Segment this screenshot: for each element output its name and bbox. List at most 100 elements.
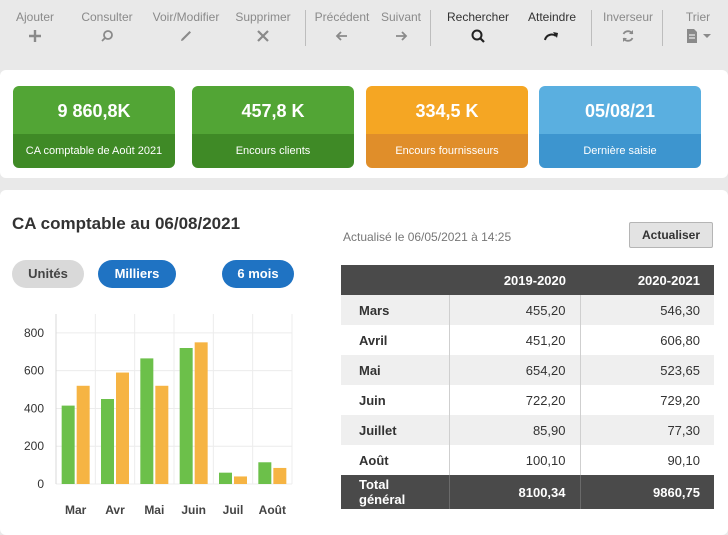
- kpi-value: 9 860,8K: [13, 86, 175, 134]
- toggle-label: Inverseur: [602, 10, 654, 24]
- table-cell: Août: [341, 445, 449, 475]
- toggle-button[interactable]: Inverseur: [598, 10, 658, 50]
- table-row: Juillet 85,90 77,30: [341, 415, 714, 445]
- toolbar-divider: [305, 10, 306, 46]
- bar: [194, 342, 208, 484]
- goto-button[interactable]: Atteindre: [520, 10, 584, 50]
- add-button[interactable]: Ajouter: [12, 10, 58, 50]
- thousands-toggle[interactable]: Milliers: [98, 260, 176, 288]
- pencil-icon: [146, 28, 226, 50]
- table-cell: 90,10: [579, 445, 714, 475]
- y-tick-label: 800: [24, 326, 44, 340]
- y-tick-label: 0: [37, 477, 44, 491]
- bar: [179, 348, 193, 484]
- bar: [258, 462, 272, 484]
- y-tick-label: 400: [24, 401, 44, 415]
- search-icon: [442, 28, 514, 50]
- bar: [219, 472, 232, 484]
- delete-button[interactable]: Supprimer: [230, 10, 296, 50]
- arrow-right-icon: [376, 28, 426, 50]
- view-label: Consulter: [81, 10, 133, 24]
- kpi-caption: CA comptable de Août 2021: [13, 134, 175, 168]
- y-tick-label: 600: [24, 364, 44, 378]
- next-label: Suivant: [380, 10, 422, 24]
- table-cell: 722,20: [448, 385, 580, 415]
- table-cell: Mars: [341, 295, 449, 325]
- table-cell: Juillet: [341, 415, 449, 445]
- table-cell: 77,30: [579, 415, 714, 445]
- revenue-bar-chart: 0 200 400 600 800 Mar Avr Mai Juin Juil Août: [24, 314, 293, 517]
- last-updated-text: Actualisé le 06/05/2021 à 14:25: [343, 230, 512, 244]
- y-tick-label: 200: [24, 439, 44, 453]
- x-tick-label: Juil: [223, 503, 244, 517]
- table-row: Août 100,10 90,10: [341, 445, 714, 475]
- table-row: Mars 455,20 546,30: [341, 295, 714, 325]
- table-cell: 451,20: [448, 325, 580, 355]
- edit-button[interactable]: Voir/Modifier: [146, 10, 226, 50]
- close-icon: [230, 28, 296, 50]
- bar: [101, 399, 114, 484]
- delete-label: Supprimer: [235, 10, 291, 24]
- kpi-panel: 9 860,8K CA comptable de Août 2021 457,8…: [0, 70, 728, 178]
- revenue-table: 2019-2020 2020-2021 Mars 455,20 546,30 A…: [341, 265, 714, 509]
- table-cell: Avril: [341, 325, 449, 355]
- search-button[interactable]: Rechercher: [442, 10, 514, 50]
- bar: [140, 358, 154, 484]
- table-cell: 85,90: [448, 415, 580, 445]
- kpi-caption: Encours clients: [192, 134, 354, 168]
- kpi-card-revenue[interactable]: 9 860,8K CA comptable de Août 2021: [13, 86, 175, 168]
- plus-icon: [12, 28, 58, 50]
- table-row: Mai 654,20 523,65: [341, 355, 714, 385]
- sort-label: Trier: [685, 10, 711, 24]
- bar: [234, 476, 247, 484]
- table-cell: 546,30: [579, 295, 714, 325]
- revenue-panel: CA comptable au 06/08/2021 Unités Millie…: [0, 190, 728, 535]
- sort-button[interactable]: Trier: [676, 10, 720, 50]
- table-cell: 455,20: [448, 295, 580, 325]
- units-toggle[interactable]: Unités: [12, 260, 84, 288]
- page-title: CA comptable au 06/08/2021: [12, 214, 241, 233]
- kpi-value: 457,8 K: [192, 86, 354, 134]
- table-cell: Total général: [341, 475, 449, 509]
- edit-label: Voir/Modifier: [152, 10, 220, 24]
- view-button[interactable]: Consulter: [76, 10, 138, 50]
- bar: [61, 405, 75, 484]
- kpi-card-supplier-balance[interactable]: 334,5 K Encours fournisseurs: [366, 86, 528, 168]
- redo-arrow-icon: [520, 28, 584, 50]
- table-cell: 8100,34: [448, 475, 580, 509]
- table-cell: 100,10: [448, 445, 580, 475]
- table-cell: 729,20: [579, 385, 714, 415]
- table-cell: 9860,75: [579, 475, 714, 509]
- goto-label: Atteindre: [527, 10, 577, 24]
- table-row: Avril 451,20 606,80: [341, 325, 714, 355]
- table-cell: 654,20: [448, 355, 580, 385]
- previous-button[interactable]: Précédent: [310, 10, 374, 50]
- magnifier-icon: [76, 28, 138, 50]
- kpi-caption: Dernière saisie: [539, 134, 701, 168]
- kpi-value: 334,5 K: [366, 86, 528, 134]
- toolbar-divider: [662, 10, 663, 46]
- kpi-caption: Encours fournisseurs: [366, 134, 528, 168]
- x-tick-label: Août: [259, 503, 286, 517]
- bar: [273, 467, 287, 484]
- previous-label: Précédent: [314, 10, 370, 24]
- table-header: [341, 265, 449, 295]
- table-cell: 606,80: [579, 325, 714, 355]
- document-dropdown-icon: [676, 28, 720, 50]
- table-total-row: Total général 8100,34 9860,75: [341, 475, 714, 509]
- x-tick-label: Mar: [65, 503, 87, 517]
- kpi-card-last-entry[interactable]: 05/08/21 Dernière saisie: [539, 86, 701, 168]
- x-tick-label: Avr: [105, 503, 125, 517]
- arrow-left-icon: [310, 28, 374, 50]
- six-months-toggle[interactable]: 6 mois: [222, 260, 294, 288]
- next-button[interactable]: Suivant: [376, 10, 426, 50]
- table-header-row: 2019-2020 2020-2021: [341, 265, 714, 295]
- kpi-card-customer-balance[interactable]: 457,8 K Encours clients: [192, 86, 354, 168]
- table-cell: 523,65: [579, 355, 714, 385]
- refresh-button[interactable]: Actualiser: [629, 222, 713, 248]
- x-tick-label: Mai: [144, 503, 164, 517]
- table-row: Juin 722,20 729,20: [341, 385, 714, 415]
- table-header: 2019-2020: [449, 265, 580, 295]
- table-header: 2020-2021: [580, 265, 714, 295]
- x-tick-label: Juin: [181, 503, 206, 517]
